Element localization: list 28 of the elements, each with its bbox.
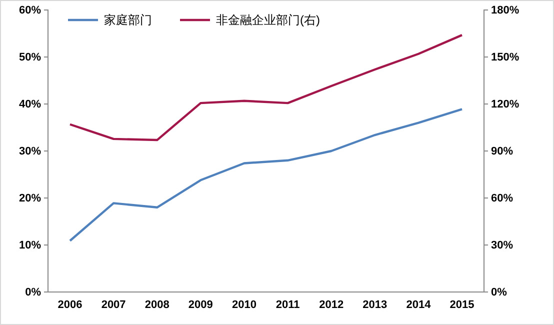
x-tick-label: 2014 bbox=[406, 298, 432, 311]
x-tick-label: 2011 bbox=[276, 298, 300, 311]
y2-tick-label: 60% bbox=[491, 192, 514, 205]
y2-tick-label: 30% bbox=[491, 240, 514, 252]
y2-tick-label: 120% bbox=[491, 98, 520, 111]
x-tick-label: 2015 bbox=[450, 298, 474, 311]
y2-tick-label: 150% bbox=[491, 52, 520, 64]
y-tick-label: 60% bbox=[18, 4, 42, 17]
y-tick-label: 50% bbox=[18, 52, 42, 64]
y-tick-label: 10% bbox=[18, 240, 42, 252]
y-tick-label: 30% bbox=[18, 146, 42, 158]
line-series bbox=[68, 108, 464, 242]
x-tick-label: 2008 bbox=[144, 298, 170, 311]
y-tick-label: 0% bbox=[25, 286, 42, 299]
y-tick-label: 20% bbox=[18, 192, 42, 205]
x-tick-label: 2006 bbox=[58, 298, 82, 311]
y2-tick-label: 90% bbox=[491, 146, 514, 158]
y2-tick-label: 0% bbox=[491, 286, 508, 299]
x-tick-label: 2013 bbox=[362, 298, 388, 311]
x-tick-label: 2009 bbox=[188, 298, 213, 311]
x-tick-label: 2007 bbox=[101, 298, 126, 311]
legend-label: 家庭部门 bbox=[104, 13, 152, 27]
legend-label: 非金融企业部门(右) bbox=[216, 13, 320, 27]
x-tick-label: 2012 bbox=[319, 298, 344, 311]
y2-tick-label: 180% bbox=[491, 4, 520, 17]
line-series bbox=[68, 34, 464, 142]
y-tick-label: 40% bbox=[18, 98, 42, 111]
x-tick-label: 2010 bbox=[232, 298, 256, 311]
